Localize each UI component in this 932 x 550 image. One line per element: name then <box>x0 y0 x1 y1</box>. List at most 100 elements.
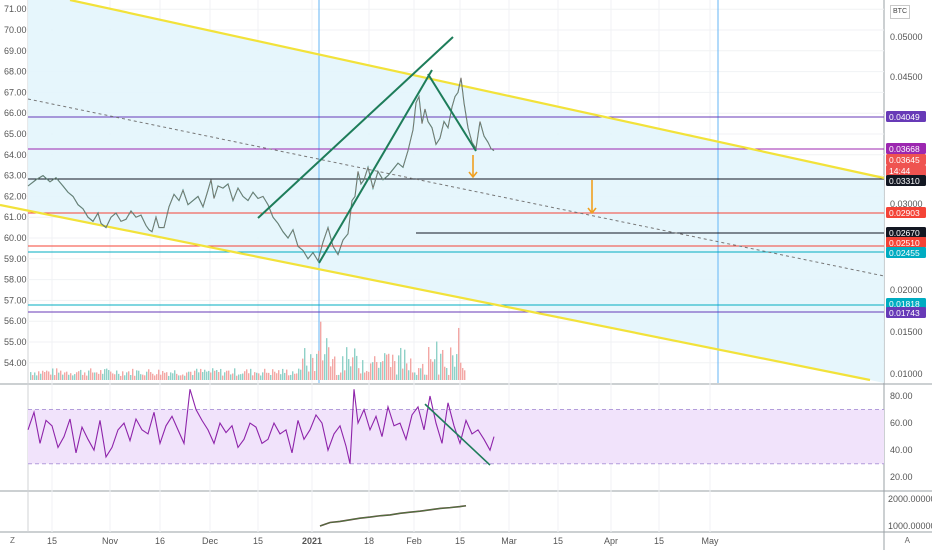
left-axis-tick: 56.00 <box>4 316 27 326</box>
volume-bar <box>214 370 216 380</box>
volume-bar <box>90 368 92 380</box>
x-axis-tick: 15 <box>553 536 563 546</box>
volume-bar <box>168 375 170 380</box>
volume-bar <box>74 374 76 380</box>
volume-bar <box>392 354 394 380</box>
volume-bar <box>324 354 326 380</box>
volume-bar <box>274 371 276 380</box>
volume-bar <box>166 372 168 380</box>
volume-bar <box>38 371 40 380</box>
price-line-overlay <box>27 77 495 262</box>
volume-bar <box>304 348 306 380</box>
rsi-band <box>28 409 884 464</box>
volume-bar <box>340 372 342 380</box>
left-axis-tick: 55.00 <box>4 337 27 347</box>
volume-bar <box>436 341 438 380</box>
symbol-badge[interactable]: BTC <box>890 5 910 19</box>
volume-bar <box>338 374 340 380</box>
volume-bar <box>286 369 288 380</box>
volume-bar <box>116 370 118 380</box>
price-tag <box>886 307 926 318</box>
volume-bar <box>450 347 452 380</box>
volume-bar <box>428 347 430 380</box>
volume-bar <box>78 371 80 380</box>
volume-bar <box>82 374 84 380</box>
volume-bar <box>448 374 450 380</box>
volume-bar <box>34 372 36 380</box>
volume-bar <box>146 371 148 380</box>
volume-bar <box>438 374 440 380</box>
volume-bar <box>60 370 62 380</box>
volume-bar <box>148 369 150 380</box>
right-axis-tick: 0.05000 <box>890 32 923 42</box>
volume-bar <box>456 354 458 380</box>
volume-bar <box>256 372 258 380</box>
volume-bar <box>46 370 48 380</box>
auto-scale-corner[interactable]: A <box>904 536 910 545</box>
channel-lower-line <box>0 203 871 382</box>
volume-bar <box>282 368 284 380</box>
volume-bar <box>164 372 166 380</box>
volume-bar <box>108 370 110 380</box>
right-axis-tick: 0.03000 <box>890 199 923 209</box>
volume-bar <box>402 368 404 380</box>
volume-bar <box>378 367 380 380</box>
volume-bar <box>224 372 226 380</box>
volume-bar <box>420 368 422 380</box>
volume-bar <box>64 372 66 380</box>
volume-bar <box>152 373 154 380</box>
price-tag-label: 14:44 <box>889 166 911 176</box>
left-axis-tick: 69.00 <box>4 46 27 56</box>
volume-bar <box>124 375 126 380</box>
volume-bar <box>440 353 442 380</box>
volume-bar <box>300 369 302 380</box>
volume-bar <box>464 370 466 380</box>
volume-bar <box>352 357 354 380</box>
volume-bar <box>114 374 116 380</box>
price-tag-label: 0.01818 <box>889 299 920 309</box>
rsi-line <box>27 389 495 464</box>
volume-bar <box>462 367 464 380</box>
volume-bar <box>50 374 52 380</box>
price-tag-label: 0.02455 <box>889 248 920 258</box>
volume-bar <box>460 362 462 380</box>
left-axis-tick: 60.00 <box>4 233 27 243</box>
volume-bar <box>196 368 198 380</box>
volume-bar <box>126 372 128 380</box>
left-axis-tick: 64.00 <box>4 150 27 160</box>
left-axis-tick: 67.00 <box>4 87 27 97</box>
volume-bar <box>280 374 282 380</box>
volume-bar <box>92 372 94 380</box>
volume-bar <box>246 369 248 380</box>
right-axis-tick: 0.02000 <box>890 285 923 295</box>
volume-bar <box>444 366 446 380</box>
volume-bar <box>446 368 448 380</box>
rsi-axis-tick: 80.00 <box>890 391 913 401</box>
volume-bar <box>250 368 252 380</box>
volume-bar <box>242 373 244 380</box>
timezone-corner[interactable]: Z <box>10 536 15 545</box>
volume-bar <box>156 374 158 380</box>
volume-bar <box>76 372 78 380</box>
right-axis-tick: 0.01000 <box>890 369 923 379</box>
right-axis-tick: 0.04500 <box>890 72 923 82</box>
volume-bar <box>200 368 202 380</box>
volume-bar <box>118 373 120 380</box>
left-axis-tick: 54.00 <box>4 358 27 368</box>
volume-bar <box>360 373 362 380</box>
volume-bar <box>182 374 184 380</box>
volume-bar <box>194 370 196 380</box>
x-axis-tick: Feb <box>406 536 422 546</box>
price-tag-label: 0.03645 <box>889 155 920 165</box>
left-axis-tick: 63.00 <box>4 171 27 181</box>
price-tag-label: 0.03668 <box>889 144 920 154</box>
left-axis-tick: 65.00 <box>4 129 27 139</box>
price-tag-label: 0.01743 <box>889 308 920 318</box>
volume-bar <box>364 372 366 380</box>
price-tag <box>886 111 926 122</box>
x-axis-tick: Mar <box>501 536 517 546</box>
volume-bar <box>344 370 346 380</box>
volume-bar <box>400 347 402 380</box>
volume-bar <box>36 375 38 380</box>
